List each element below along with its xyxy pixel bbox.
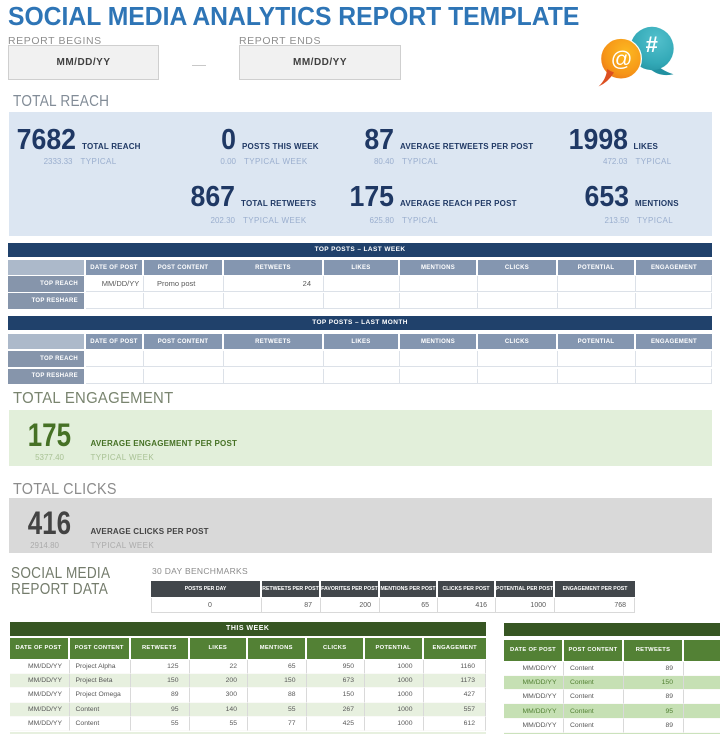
svg-text:#: # <box>646 32 658 57</box>
svg-text:@: @ <box>611 47 633 71</box>
